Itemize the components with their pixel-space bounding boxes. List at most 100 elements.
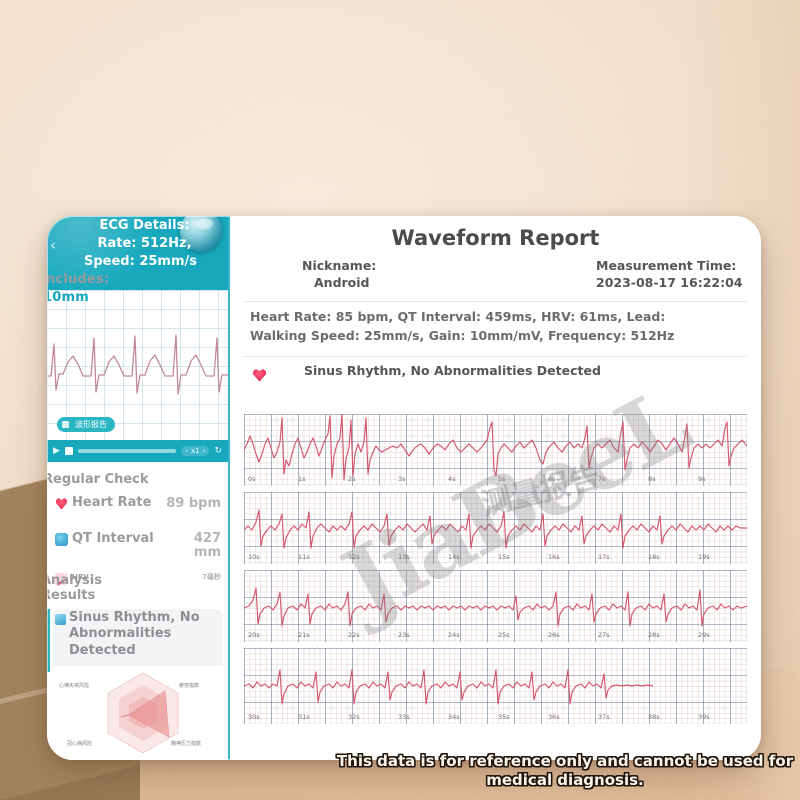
risk-radar-card[interactable]: 心律失常风险 疲劳指数 精神压力指数 冠心病风险 (53, 666, 223, 760)
nickname-block: Nickname: Android (302, 258, 376, 292)
tick: 4s (448, 475, 456, 483)
tick: 36s (548, 713, 560, 721)
params-line-1: Heart Rate: 85 bpm, QT Interval: 459ms, … (250, 309, 666, 324)
divider-params (244, 356, 747, 357)
ecg-ticks-row-1: 0s 1s 2s 3s 4s 5s 6s 7s 8s 9s (244, 475, 747, 485)
params-line-2: Walking Speed: 25mm/s, Gain: 10mm/mV, Fr… (250, 328, 675, 344)
radar-svg (107, 672, 179, 754)
sidebar-ecg-trace (47, 334, 228, 395)
waveform-report-tag[interactable]: 波形报告 (57, 417, 115, 432)
ecg-trace-row-4 (244, 669, 654, 705)
ecg-trace-row-1 (244, 414, 747, 481)
tick: 11s (298, 553, 310, 561)
radar-label-0: 心律失常风险 (59, 683, 90, 689)
ecg-trace-row-2 (244, 509, 747, 549)
tick: 20s (248, 631, 260, 639)
stop-icon[interactable] (64, 447, 73, 455)
report-parameters: Heart Rate: 85 bpm, QT Interval: 459ms, … (250, 307, 750, 346)
tick: 15s (498, 553, 510, 561)
speed-label: x1 (191, 447, 200, 455)
tick: 25s (498, 631, 510, 639)
tick: 17s (598, 553, 610, 561)
tick: 19s (698, 553, 710, 561)
ecg-app-sidebar[interactable]: ‹ 波形报告 ECG Details: Rate: 512Hz, Speed: … (47, 216, 228, 760)
tick: 3s (398, 475, 406, 483)
tick: 18s (648, 553, 660, 561)
tick: 24s (448, 631, 460, 639)
section-regular-check: Regular Check (47, 472, 149, 487)
seek-slider[interactable] (77, 449, 177, 453)
tick: 31s (298, 713, 310, 721)
playback-control-bar[interactable]: ▶ ‹ x1 › ↻ (47, 440, 228, 462)
overlay-includes: Includes: (47, 272, 110, 287)
overlay-rate: Rate: 512Hz, (97, 236, 192, 251)
ecg-strip-row-4[interactable]: 30s 31s 32s 33s 34s 35s 36s 37s 38s 39s (244, 648, 747, 724)
next-icon[interactable]: › (202, 447, 206, 455)
metric-row-heart-rate[interactable]: Heart Rate 89 bpm (55, 496, 221, 511)
tick: 32s (348, 713, 360, 721)
overlay-ecg-details: ECG Details: (99, 218, 190, 233)
tablet-device: ‹ 波形报告 ECG Details: Rate: 512Hz, Speed: … (47, 216, 761, 760)
analysis-result-card[interactable] (53, 609, 223, 672)
refresh-icon[interactable]: ↻ (214, 445, 222, 456)
radar-chart (95, 670, 191, 756)
tick: 39s (698, 713, 710, 721)
metric-value: 89 bpm (166, 496, 221, 511)
section-analysis-results: Analysis Results (47, 573, 102, 603)
tick: 5s (498, 475, 506, 483)
metric-value: 427 mm (193, 531, 221, 560)
tick: 28s (648, 631, 660, 639)
radar-label-1: 疲劳指数 (179, 683, 200, 689)
tick: 22s (348, 631, 360, 639)
nickname-label: Nickname: (302, 258, 377, 273)
document-icon (55, 614, 66, 625)
radar-label-2: 精神压力指数 (171, 741, 202, 747)
metric-row-qt-interval[interactable]: QT Interval 427 mm (55, 532, 221, 559)
prev-icon[interactable]: ‹ (185, 447, 189, 455)
metric-value: 7毫秒 (202, 573, 221, 581)
divider-top (244, 301, 747, 302)
sidebar-ecg-preview[interactable]: 波形报告 (47, 290, 228, 440)
tick: 1s (298, 475, 306, 483)
diagnosis-text: Sinus Rhythm, No Abnormalities Detected (304, 363, 601, 378)
ecg-strip-row-2[interactable]: 10s 11s 12s 13s 14s 15s 16s 17s 18s 19s (244, 492, 747, 564)
tick: 13s (398, 553, 410, 561)
tick: 7s (598, 475, 606, 483)
tick: 34s (448, 713, 460, 721)
tick: 33s (398, 713, 410, 721)
tick: 30s (248, 713, 260, 721)
ecg-strip-row-1[interactable]: 0s 1s 2s 3s 4s 5s 6s 7s 8s 9s (244, 414, 747, 486)
metric-row-hrv[interactable]: HRV 7毫秒 (55, 572, 221, 586)
speed-control[interactable]: ‹ x1 › (181, 446, 210, 456)
waveform-report-pane: Waveform Report Nickname: Android Measur… (230, 216, 761, 760)
measurement-time-label: Measurement Time: (596, 258, 737, 273)
tick: 12s (348, 553, 360, 561)
tick: 26s (548, 631, 560, 639)
ecg-ticks-row-3: 20s 21s 22s 23s 24s 25s 26s 27s 28s 29s (244, 631, 747, 641)
ecg-trace-row-3 (244, 587, 747, 627)
tick: 29s (698, 631, 710, 639)
tick: 38s (648, 713, 660, 721)
analysis-result-text: Sinus Rhythm, No Abnormalities Detected (69, 610, 200, 658)
overlay-speed: Speed: 25mm/s (83, 254, 197, 269)
metric-label: Heart Rate (72, 495, 152, 510)
tick: 10s (248, 553, 260, 561)
back-button[interactable]: ‹ (50, 236, 56, 254)
ecg-ticks-row-2: 10s 11s 12s 13s 14s 15s 16s 17s 18s 19s (244, 553, 747, 563)
metric-label: QT Interval (72, 531, 154, 546)
heart-icon (253, 368, 266, 382)
ecg-grid-coarse (244, 648, 747, 724)
play-icon[interactable]: ▶ (53, 445, 60, 456)
disclaimer-text: This data is for reference only and cann… (336, 752, 794, 789)
tick: 35s (498, 713, 510, 721)
tick: 16s (548, 553, 560, 561)
tick: 0s (248, 475, 256, 483)
camera-lens-glare (197, 218, 213, 229)
measurement-time-block: Measurement Time: 2023-08-17 16:22:04 (596, 258, 743, 292)
tick: 2s (348, 475, 356, 483)
report-title: Waveform Report (391, 226, 600, 250)
measurement-time-value: 2023-08-17 16:22:04 (596, 274, 743, 290)
ecg-strip-row-3[interactable]: 20s 21s 22s 23s 24s 25s 26s 27s 28s 29s (244, 570, 747, 642)
tick: 21s (298, 631, 310, 639)
